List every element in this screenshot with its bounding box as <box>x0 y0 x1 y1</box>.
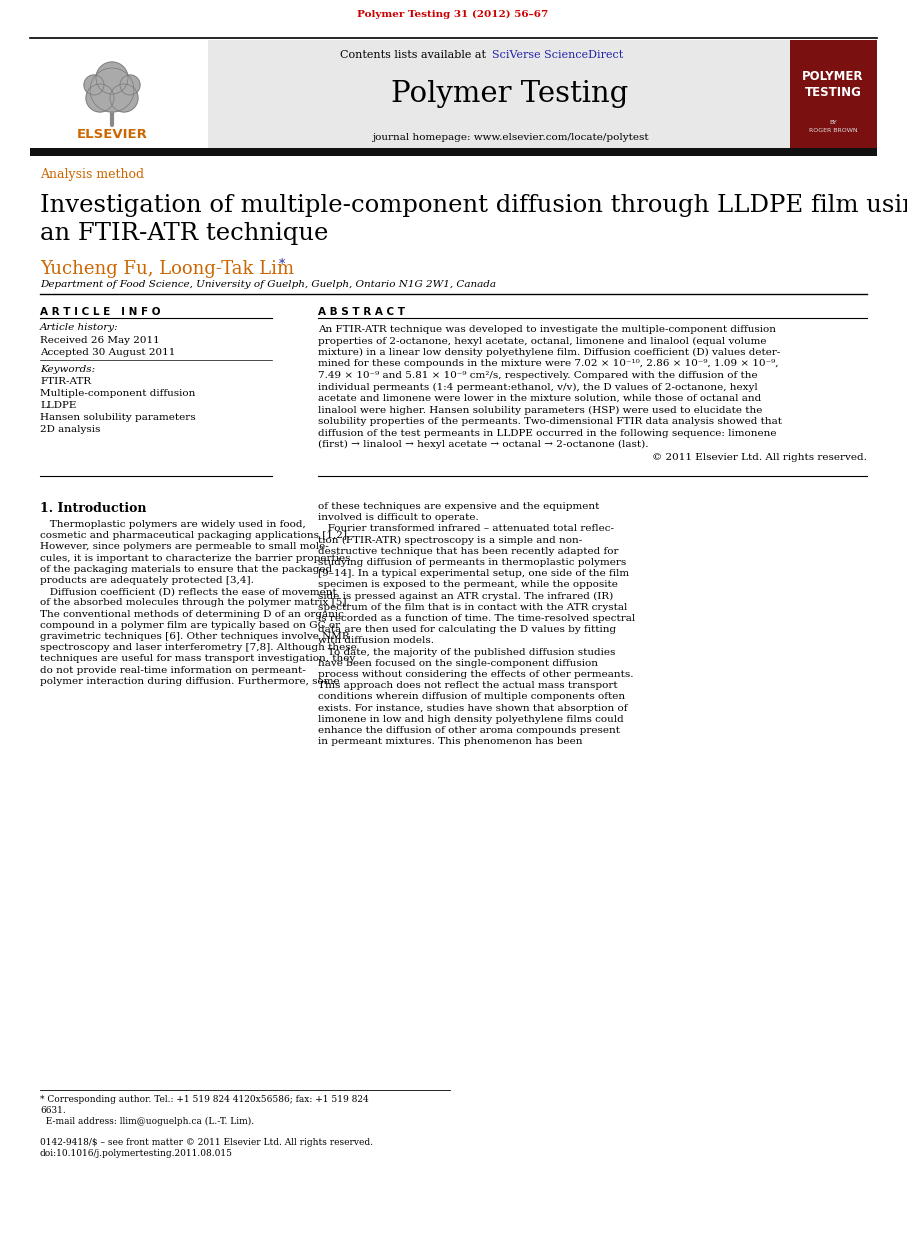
Text: (first) → linalool → hexyl acetate → octanal → 2-octanone (last).: (first) → linalool → hexyl acetate → oct… <box>318 439 649 449</box>
Text: with diffusion models.: with diffusion models. <box>318 636 434 645</box>
Text: techniques are useful for mass transport investigation, they: techniques are useful for mass transport… <box>40 655 356 664</box>
Text: Accepted 30 August 2011: Accepted 30 August 2011 <box>40 348 175 357</box>
Text: 0142-9418/$ – see front matter © 2011 Elsevier Ltd. All rights reserved.: 0142-9418/$ – see front matter © 2011 El… <box>40 1138 373 1146</box>
Text: BY: BY <box>829 120 837 125</box>
Text: involved is difficult to operate.: involved is difficult to operate. <box>318 514 479 522</box>
Text: gravimetric techniques [6]. Other techniques involve NMR: gravimetric techniques [6]. Other techni… <box>40 633 349 641</box>
Bar <box>30 149 877 156</box>
Text: Contents lists available at: Contents lists available at <box>340 50 490 59</box>
Circle shape <box>84 76 104 95</box>
Circle shape <box>120 76 140 95</box>
Text: acetate and limonene were lower in the mixture solution, while those of octanal : acetate and limonene were lower in the m… <box>318 394 761 404</box>
Text: compound in a polymer film are typically based on GC or: compound in a polymer film are typically… <box>40 620 340 630</box>
Text: properties of 2-octanone, hexyl acetate, octanal, limonene and linalool (equal v: properties of 2-octanone, hexyl acetate,… <box>318 337 766 345</box>
Text: conditions wherein diffusion of multiple components often: conditions wherein diffusion of multiple… <box>318 692 625 702</box>
Text: mined for these compounds in the mixture were 7.02 × 10⁻¹⁰, 2.86 × 10⁻⁹, 1.09 × : mined for these compounds in the mixture… <box>318 359 778 369</box>
Text: [9–14]. In a typical experimental setup, one side of the film: [9–14]. In a typical experimental setup,… <box>318 569 629 578</box>
Text: individual permeants (1:4 permeant:ethanol, v/v), the D values of 2-octanone, he: individual permeants (1:4 permeant:ethan… <box>318 383 757 391</box>
Text: linalool were higher. Hansen solubility parameters (HSP) were used to elucidate : linalool were higher. Hansen solubility … <box>318 406 763 415</box>
Text: Received 26 May 2011: Received 26 May 2011 <box>40 335 160 345</box>
Text: 6631.: 6631. <box>40 1106 65 1115</box>
Text: 2D analysis: 2D analysis <box>40 425 101 435</box>
Text: To date, the majority of the published diffusion studies: To date, the majority of the published d… <box>318 647 615 656</box>
Text: An FTIR-ATR technique was developed to investigate the multiple-component diffus: An FTIR-ATR technique was developed to i… <box>318 326 776 334</box>
Bar <box>30 40 208 149</box>
Text: cules, it is important to characterize the barrier properties: cules, it is important to characterize t… <box>40 553 350 562</box>
Text: Keywords:: Keywords: <box>40 365 95 374</box>
Text: mixture) in a linear low density polyethylene film. Diffusion coefficient (D) va: mixture) in a linear low density polyeth… <box>318 348 780 357</box>
Text: Thermoplastic polymers are widely used in food,: Thermoplastic polymers are widely used i… <box>40 520 306 529</box>
Text: diffusion of the test permeants in LLDPE occurred in the following sequence: lim: diffusion of the test permeants in LLDPE… <box>318 428 776 437</box>
Text: Diffusion coefficient (D) reflects the ease of movement: Diffusion coefficient (D) reflects the e… <box>40 587 336 597</box>
Text: ELSEVIER: ELSEVIER <box>76 128 148 141</box>
Text: exists. For instance, studies have shown that absorption of: exists. For instance, studies have shown… <box>318 703 628 713</box>
Text: Fourier transformed infrared – attenuated total reflec-: Fourier transformed infrared – attenuate… <box>318 525 614 534</box>
Text: have been focused on the single-component diffusion: have been focused on the single-componen… <box>318 659 598 667</box>
Bar <box>30 40 877 149</box>
Text: However, since polymers are permeable to small mole-: However, since polymers are permeable to… <box>40 542 328 551</box>
Text: Department of Food Science, University of Guelph, Guelph, Ontario N1G 2W1, Canad: Department of Food Science, University o… <box>40 280 496 288</box>
Text: of these techniques are expensive and the equipment: of these techniques are expensive and th… <box>318 501 600 511</box>
Text: SciVerse ScienceDirect: SciVerse ScienceDirect <box>492 50 623 59</box>
Text: solubility properties of the permeants. Two-dimensional FTIR data analysis showe: solubility properties of the permeants. … <box>318 417 782 426</box>
Text: doi:10.1016/j.polymertesting.2011.08.015: doi:10.1016/j.polymertesting.2011.08.015 <box>40 1149 233 1158</box>
Text: A B S T R A C T: A B S T R A C T <box>318 307 405 317</box>
Text: *: * <box>279 258 285 271</box>
Text: spectroscopy and laser interferometry [7,8]. Although these: spectroscopy and laser interferometry [7… <box>40 644 356 652</box>
Text: Analysis method: Analysis method <box>40 168 144 181</box>
Text: enhance the diffusion of other aroma compounds present: enhance the diffusion of other aroma com… <box>318 725 620 735</box>
Text: Article history:: Article history: <box>40 323 119 332</box>
Text: 1. Introduction: 1. Introduction <box>40 501 147 515</box>
Text: specimen is exposed to the permeant, while the opposite: specimen is exposed to the permeant, whi… <box>318 581 618 589</box>
Text: © 2011 Elsevier Ltd. All rights reserved.: © 2011 Elsevier Ltd. All rights reserved… <box>652 453 867 463</box>
Text: Yucheng Fu, Loong-Tak Lim: Yucheng Fu, Loong-Tak Lim <box>40 260 294 279</box>
Text: E-mail address: llim@uoguelph.ca (L.-T. Lim).: E-mail address: llim@uoguelph.ca (L.-T. … <box>40 1117 254 1127</box>
Text: destructive technique that has been recently adapted for: destructive technique that has been rece… <box>318 547 619 556</box>
Circle shape <box>86 84 114 111</box>
Circle shape <box>110 84 138 111</box>
Text: limonene in low and high density polyethylene films could: limonene in low and high density polyeth… <box>318 714 624 724</box>
Text: * Corresponding author. Tel.: +1 519 824 4120x56586; fax: +1 519 824: * Corresponding author. Tel.: +1 519 824… <box>40 1094 369 1104</box>
Text: 7.49 × 10⁻⁹ and 5.81 × 10⁻⁹ cm²/s, respectively. Compared with the diffusion of : 7.49 × 10⁻⁹ and 5.81 × 10⁻⁹ cm²/s, respe… <box>318 371 757 380</box>
Text: Polymer Testing: Polymer Testing <box>392 80 629 108</box>
Text: LLDPE: LLDPE <box>40 401 76 410</box>
Bar <box>790 40 877 149</box>
Text: Investigation of multiple-component diffusion through LLDPE film using
an FTIR-A: Investigation of multiple-component diff… <box>40 194 907 245</box>
Text: polymer interaction during diffusion. Furthermore, some: polymer interaction during diffusion. Fu… <box>40 677 339 686</box>
Text: tion (FTIR-ATR) spectroscopy is a simple and non-: tion (FTIR-ATR) spectroscopy is a simple… <box>318 536 582 545</box>
Text: data are then used for calculating the D values by fitting: data are then used for calculating the D… <box>318 625 616 634</box>
Text: ROGER BROWN: ROGER BROWN <box>809 128 857 132</box>
Text: journal homepage: www.elsevier.com/locate/polytest: journal homepage: www.elsevier.com/locat… <box>372 132 649 142</box>
Text: POLYMER
TESTING: POLYMER TESTING <box>803 71 863 99</box>
Text: products are adequately protected [3,4].: products are adequately protected [3,4]. <box>40 576 254 586</box>
Text: in permeant mixtures. This phenomenon has been: in permeant mixtures. This phenomenon ha… <box>318 737 582 747</box>
Text: FTIR-ATR: FTIR-ATR <box>40 378 91 386</box>
Text: is recorded as a function of time. The time-resolved spectral: is recorded as a function of time. The t… <box>318 614 635 623</box>
Text: Multiple-component diffusion: Multiple-component diffusion <box>40 389 195 397</box>
Circle shape <box>90 68 134 111</box>
Text: This approach does not reflect the actual mass transport: This approach does not reflect the actua… <box>318 681 618 691</box>
Text: Polymer Testing 31 (2012) 56–67: Polymer Testing 31 (2012) 56–67 <box>357 10 549 19</box>
Text: spectrum of the film that is in contact with the ATR crystal: spectrum of the film that is in contact … <box>318 603 628 612</box>
Text: A R T I C L E   I N F O: A R T I C L E I N F O <box>40 307 161 317</box>
Text: side is pressed against an ATR crystal. The infrared (IR): side is pressed against an ATR crystal. … <box>318 592 613 600</box>
Text: of the packaging materials to ensure that the packaged: of the packaging materials to ensure tha… <box>40 565 332 573</box>
Text: Hansen solubility parameters: Hansen solubility parameters <box>40 413 196 422</box>
Text: cosmetic and pharmaceutical packaging applications [1,2].: cosmetic and pharmaceutical packaging ap… <box>40 531 350 540</box>
Text: of the absorbed molecules through the polymer matrix [5].: of the absorbed molecules through the po… <box>40 598 350 608</box>
Text: process without considering the effects of other permeants.: process without considering the effects … <box>318 670 633 678</box>
Text: studying diffusion of permeants in thermoplastic polymers: studying diffusion of permeants in therm… <box>318 558 626 567</box>
Circle shape <box>96 62 128 94</box>
Text: The conventional methods of determining D of an organic: The conventional methods of determining … <box>40 609 344 619</box>
Text: do not provide real-time information on permeant-: do not provide real-time information on … <box>40 666 306 675</box>
